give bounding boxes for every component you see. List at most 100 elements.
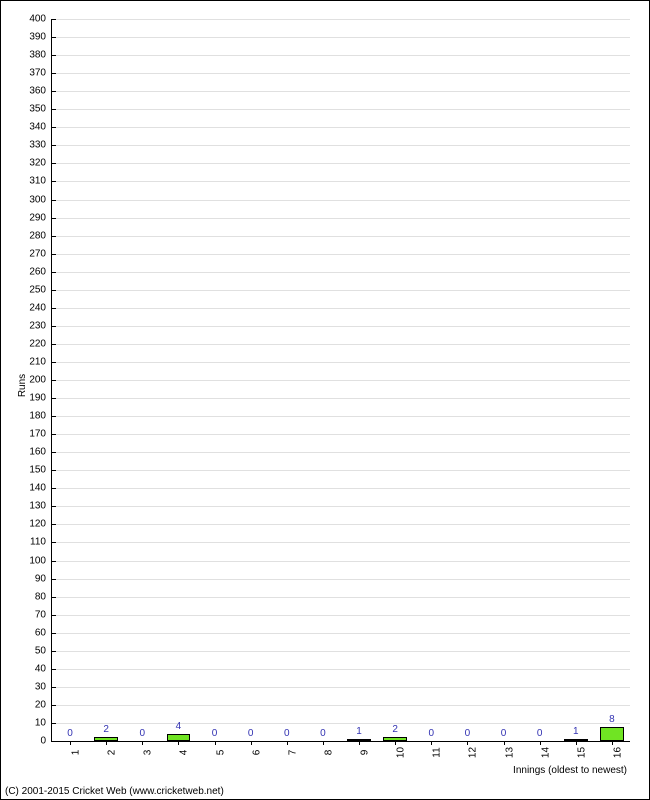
bar-value-label: 8 <box>609 714 615 725</box>
y-tick <box>52 344 56 345</box>
gridline <box>52 524 630 525</box>
x-tick-label: 1 <box>59 750 82 756</box>
gridline <box>52 615 630 616</box>
y-tick-label: 270 <box>29 248 52 259</box>
y-tick <box>52 506 56 507</box>
bar-value-label: 2 <box>392 724 398 735</box>
gridline <box>52 254 630 255</box>
gridline <box>52 561 630 562</box>
x-tick-label: 11 <box>420 747 443 757</box>
bar-value-label: 0 <box>248 728 254 739</box>
y-tick-label: 240 <box>29 302 52 313</box>
y-tick-label: 120 <box>29 519 52 530</box>
y-tick <box>52 109 56 110</box>
bar-value-label: 4 <box>176 721 182 732</box>
x-tick-label: 2 <box>95 750 118 756</box>
x-tick <box>612 741 613 745</box>
y-tick-label: 260 <box>29 266 52 277</box>
y-tick-label: 180 <box>29 411 52 422</box>
x-tick <box>576 741 577 745</box>
gridline <box>52 91 630 92</box>
y-tick-label: 100 <box>29 555 52 566</box>
y-tick <box>52 597 56 598</box>
gridline <box>52 55 630 56</box>
y-tick <box>52 561 56 562</box>
x-tick-label: 10 <box>384 747 407 758</box>
x-tick <box>142 741 143 745</box>
y-tick <box>52 55 56 56</box>
y-tick <box>52 723 56 724</box>
x-tick <box>467 741 468 745</box>
x-tick <box>70 741 71 745</box>
y-tick <box>52 542 56 543</box>
gridline <box>52 272 630 273</box>
x-tick-label: 6 <box>239 750 262 756</box>
x-tick <box>287 741 288 745</box>
x-tick <box>178 741 179 745</box>
y-tick-label: 390 <box>29 32 52 43</box>
bar-value-label: 0 <box>501 728 507 739</box>
x-tick-label: 14 <box>528 747 551 758</box>
y-tick-label: 350 <box>29 104 52 115</box>
y-tick <box>52 741 56 742</box>
y-tick <box>52 669 56 670</box>
bar-value-label: 2 <box>103 724 109 735</box>
gridline <box>52 633 630 634</box>
y-tick-label: 40 <box>35 663 52 674</box>
y-tick-label: 110 <box>30 537 52 548</box>
y-tick-label: 130 <box>29 501 52 512</box>
x-tick <box>431 741 432 745</box>
y-tick <box>52 254 56 255</box>
bar <box>383 737 406 741</box>
bar-value-label: 0 <box>67 728 73 739</box>
x-tick <box>504 741 505 745</box>
y-tick <box>52 524 56 525</box>
y-tick-label: 290 <box>29 212 52 223</box>
y-tick <box>52 37 56 38</box>
x-tick-label: 15 <box>564 747 587 758</box>
y-tick <box>52 200 56 201</box>
gridline <box>52 127 630 128</box>
bar <box>167 734 190 741</box>
x-tick <box>215 741 216 745</box>
x-tick <box>106 741 107 745</box>
y-tick-label: 340 <box>29 122 52 133</box>
y-tick <box>52 218 56 219</box>
x-tick-label: 16 <box>600 747 623 758</box>
x-tick-label: 9 <box>348 750 371 756</box>
gridline <box>52 308 630 309</box>
y-tick-label: 300 <box>29 194 52 205</box>
y-tick-label: 370 <box>29 68 52 79</box>
y-tick-label: 20 <box>35 699 52 710</box>
x-tick-label: 8 <box>311 750 334 756</box>
y-tick <box>52 326 56 327</box>
y-tick-label: 360 <box>29 86 52 97</box>
y-tick-label: 200 <box>29 375 52 386</box>
bar <box>564 739 587 741</box>
y-tick-label: 60 <box>35 627 52 638</box>
y-tick <box>52 272 56 273</box>
gridline <box>52 19 630 20</box>
chart-container: 0102030405060708090100110120130140150160… <box>0 0 650 800</box>
x-tick-label: 12 <box>456 747 479 758</box>
x-tick <box>540 741 541 745</box>
gridline <box>52 326 630 327</box>
bar-value-label: 1 <box>573 726 579 737</box>
y-tick-label: 280 <box>29 230 52 241</box>
y-tick-label: 50 <box>35 645 52 656</box>
gridline <box>52 290 630 291</box>
y-tick-label: 310 <box>29 176 52 187</box>
gridline <box>52 687 630 688</box>
y-tick-label: 380 <box>29 50 52 61</box>
bar-value-label: 0 <box>140 728 146 739</box>
y-tick <box>52 434 56 435</box>
y-axis-label: Runs <box>17 374 28 397</box>
y-tick-label: 160 <box>29 447 52 458</box>
y-tick <box>52 145 56 146</box>
y-tick-label: 190 <box>29 393 52 404</box>
y-tick <box>52 181 56 182</box>
gridline <box>52 488 630 489</box>
y-tick <box>52 470 56 471</box>
y-tick-label: 150 <box>29 465 52 476</box>
gridline <box>52 218 630 219</box>
